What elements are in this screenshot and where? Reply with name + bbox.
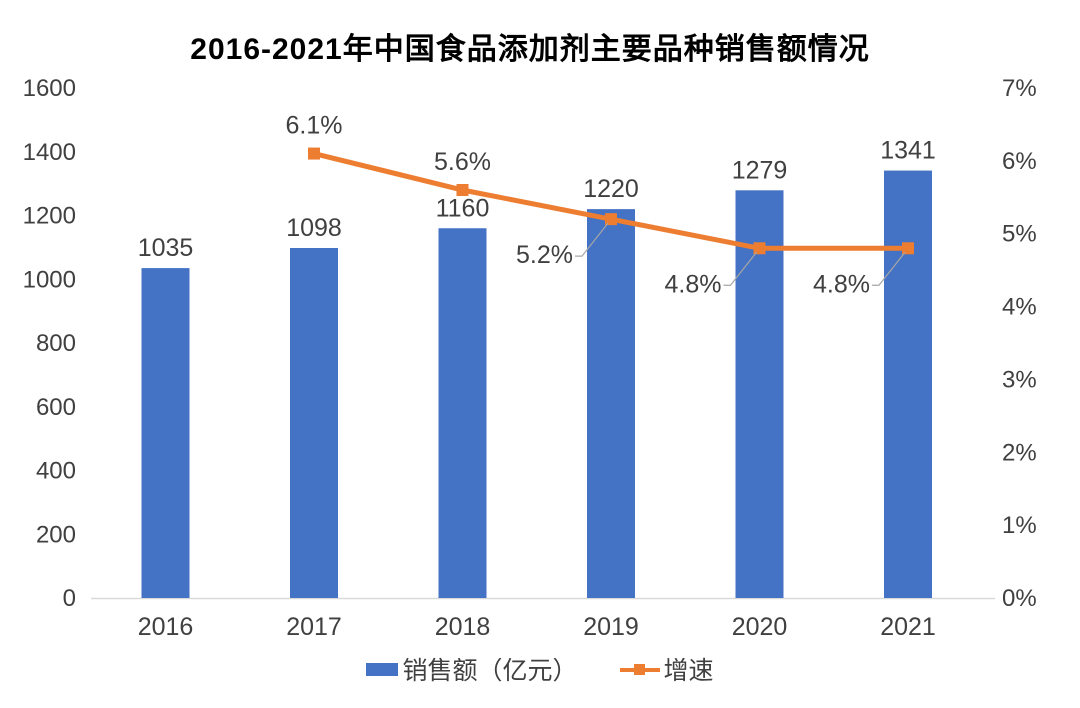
x-axis-label: 2016 [138, 613, 194, 641]
left-axis-tick: 200 [36, 521, 76, 548]
legend-label-sales: 销售额（亿元） [402, 657, 578, 685]
line-marker [456, 184, 469, 196]
label-leader-line [575, 222, 609, 257]
left-axis-tick: 1600 [23, 75, 76, 102]
legend-item-sales: 销售额（亿元） [366, 651, 578, 687]
bar [438, 228, 487, 598]
x-axis-label: 2017 [286, 613, 342, 641]
right-axis-tick: 5% [1002, 221, 1037, 248]
bar [587, 209, 635, 598]
line-marker [753, 242, 766, 255]
line-data-label: 5.2% [516, 241, 573, 269]
bar-series: 1035 1098 1160 1220 1279 1341 [138, 137, 936, 598]
right-axis-tick: 6% [1002, 148, 1037, 175]
legend-item-growth: 增速 [619, 651, 714, 687]
right-axis-tick: 0% [1002, 585, 1037, 612]
left-axis-tick: 1200 [23, 203, 76, 230]
bar-data-label: 1035 [138, 234, 194, 262]
bar [290, 248, 338, 598]
right-axis-tick: 4% [1002, 294, 1037, 321]
legend: 销售额（亿元） 增速 [0, 651, 1080, 687]
line-series-swatch-icon [619, 663, 660, 676]
right-axis-tick: 3% [1002, 366, 1037, 393]
left-axis-tick: 1400 [23, 139, 76, 166]
left-axis-tick: 400 [36, 458, 76, 485]
left-axis-tick: 1000 [23, 266, 76, 293]
left-axis-tick-labels: 0 200 400 600 800 1000 1200 1400 1600 [23, 75, 76, 612]
bar-data-label: 1341 [880, 137, 936, 165]
line-data-label: 4.8% [665, 270, 722, 298]
line-data-label: 4.8% [813, 270, 870, 298]
right-axis-tick: 1% [1002, 512, 1037, 539]
line-marker [605, 213, 617, 226]
x-axis-label: 2020 [732, 613, 788, 641]
right-axis-tick: 2% [1002, 439, 1037, 466]
x-axis-category-labels: 2016 2017 2018 2019 2020 2021 [138, 613, 936, 641]
right-axis-tick: 7% [1002, 75, 1037, 102]
label-leader-line [872, 251, 906, 286]
label-leader-line [723, 251, 757, 286]
x-axis-label: 2018 [435, 613, 491, 641]
bar [884, 170, 932, 598]
legend-label-growth: 增速 [663, 657, 714, 685]
line-data-label: 5.6% [434, 148, 491, 176]
line-series: 6.1% 5.6% 5.2% 4.8% 4.8% [286, 112, 914, 298]
line-marker [308, 147, 320, 160]
bar-data-label: 1279 [732, 156, 788, 184]
x-axis-label: 2019 [583, 613, 639, 641]
chart-title: 2016-2021年中国食品添加剂主要品种销售额情况 [190, 33, 870, 66]
bar-data-label: 1160 [436, 194, 490, 222]
line-data-label: 6.1% [286, 112, 343, 140]
line-marker [902, 242, 914, 255]
bar-data-label: 1220 [583, 175, 639, 203]
bar [735, 190, 784, 598]
left-axis-tick: 600 [36, 394, 76, 421]
bar [141, 268, 190, 598]
bar-data-label: 1098 [286, 214, 342, 242]
left-axis-tick: 800 [36, 330, 76, 357]
right-axis-tick-labels: 0% 1% 2% 3% 4% 5% 6% 7% [1002, 75, 1037, 612]
bar-series-swatch-icon [366, 662, 399, 676]
x-axis-label: 2021 [880, 613, 936, 641]
left-axis-tick: 0 [63, 585, 76, 612]
